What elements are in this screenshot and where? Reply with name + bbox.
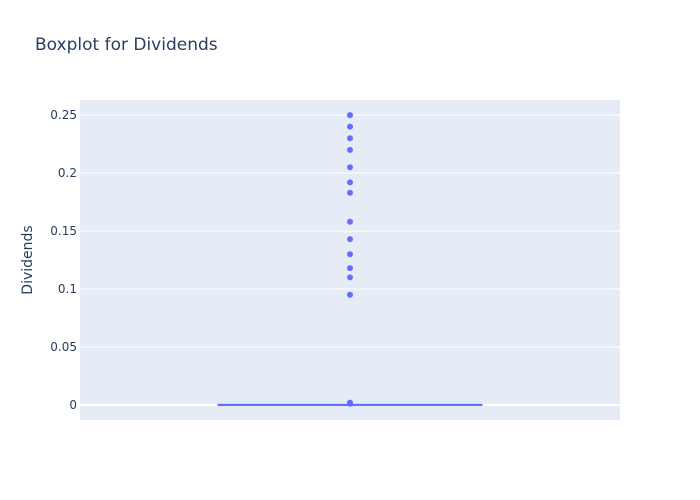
outlier-point — [347, 123, 353, 130]
chart-title: Boxplot for Dividends — [35, 35, 218, 55]
y-tick-label: 0.1 — [58, 282, 77, 296]
outlier-point — [347, 274, 353, 281]
outlier-point — [347, 251, 353, 258]
y-tick-label: 0.25 — [50, 108, 77, 122]
outlier-points — [347, 112, 353, 407]
outlier-point — [347, 135, 353, 142]
y-axis-ticks: 0 0.05 0.1 0.15 0.2 0.25 — [50, 108, 77, 412]
y-tick-label: 0.05 — [50, 340, 77, 354]
outlier-point — [347, 236, 353, 243]
y-tick-label: 0.2 — [58, 166, 77, 180]
outlier-point — [347, 291, 353, 298]
y-tick-label: 0 — [69, 398, 77, 412]
outlier-point — [347, 218, 353, 225]
y-axis-title: Dividends — [20, 225, 36, 294]
outlier-point — [347, 265, 353, 272]
outlier-point — [347, 112, 353, 119]
y-tick-label: 0.15 — [50, 224, 77, 238]
outlier-point — [347, 164, 353, 171]
outlier-point — [347, 179, 353, 186]
outlier-point — [347, 146, 353, 153]
plot-background — [80, 100, 620, 420]
outlier-point — [347, 400, 353, 407]
outlier-point — [347, 189, 353, 196]
